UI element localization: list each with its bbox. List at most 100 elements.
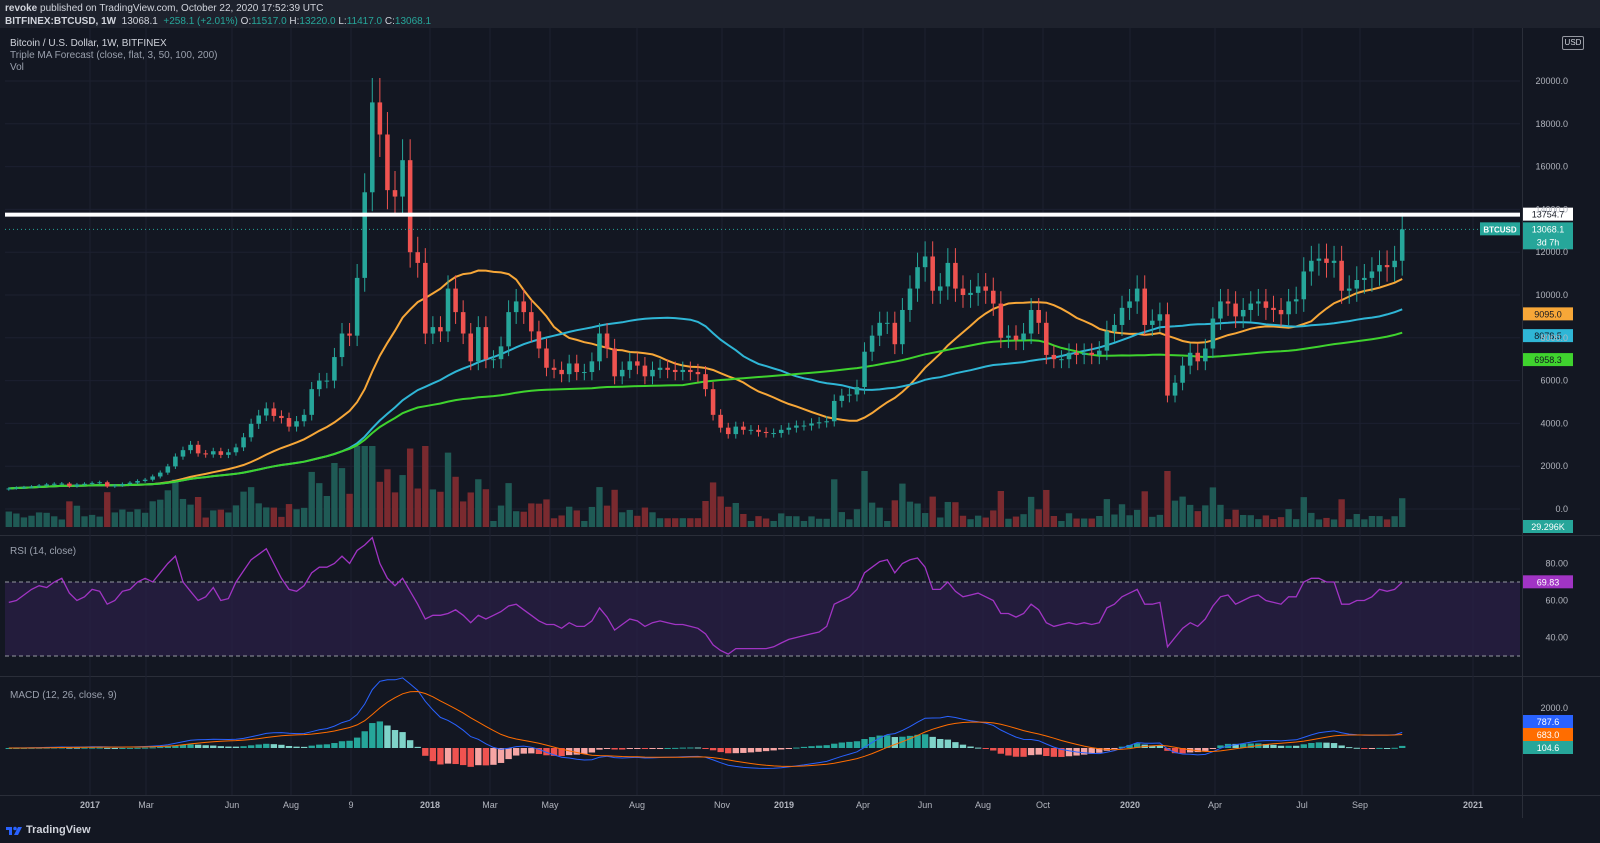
macd-histogram-bar <box>1096 748 1103 753</box>
candle-body <box>1309 260 1314 272</box>
ma-legend[interactable]: Triple MA Forecast (close, flat, 3, 50, … <box>10 50 218 61</box>
candle-body <box>400 160 405 197</box>
volume-bar <box>1058 521 1065 527</box>
macd-histogram-bar <box>104 747 111 749</box>
time-tick-label: Jun <box>918 800 933 810</box>
volume-bar <box>422 446 429 527</box>
volume-bar <box>1368 516 1376 527</box>
candle-body <box>445 288 451 332</box>
volume-bar <box>278 516 285 527</box>
candle-body <box>1097 350 1102 355</box>
pane-separator <box>0 795 1600 796</box>
tradingview-brand[interactable]: TradingView <box>26 824 91 836</box>
candle-body <box>748 429 754 431</box>
macd-histogram-bar <box>369 723 376 748</box>
macd-histogram-bar <box>884 735 891 748</box>
currency-badge[interactable]: USD <box>1562 36 1584 50</box>
candle-body <box>460 312 466 334</box>
macd-histogram-bar <box>937 738 944 748</box>
price-tick-label: 10000.0 <box>1535 290 1568 300</box>
volume-bar <box>263 507 270 527</box>
volume-bar <box>429 489 437 527</box>
candle-body <box>733 426 739 435</box>
volume-bar <box>1323 517 1330 527</box>
macd-histogram-bar <box>1300 744 1307 748</box>
candle-body <box>1210 318 1216 349</box>
macd-histogram-bar <box>1285 745 1292 748</box>
volume-bar <box>793 516 800 527</box>
vol-legend[interactable]: Vol <box>10 62 24 73</box>
volume-bar <box>838 512 845 527</box>
volume-bar <box>762 518 770 527</box>
macd-histogram-bar <box>179 744 187 748</box>
macd-histogram-bar <box>422 748 429 756</box>
price-tick-label: 16000.0 <box>1535 162 1568 172</box>
high-label: H: <box>289 16 300 27</box>
time-tick-label: Jun <box>225 800 240 810</box>
ma-value-label-bg <box>1523 353 1573 367</box>
candle-body <box>150 476 155 480</box>
time-tick-label: Apr <box>856 800 870 810</box>
macd-histogram-bar <box>679 747 686 749</box>
price-tick-label: 8000.0 <box>1540 333 1568 343</box>
time-axis[interactable]: 2017 Mar Jun Aug 9 2018 Mar May Aug Nov 2019 Apr Jun… <box>80 800 1483 810</box>
publisher-name[interactable]: revoke <box>5 3 38 14</box>
volume-bar <box>1035 509 1042 527</box>
price-chart[interactable]: 69.83 787.6 683.0 104.6 13754.7 BTCUSD 13068… <box>0 28 1600 818</box>
macd-histogram-bar <box>982 748 989 749</box>
macd-histogram-bar <box>399 732 406 748</box>
macd-histogram-bar <box>952 742 959 748</box>
volume-bar <box>141 512 149 527</box>
macd-histogram-bar <box>164 746 171 748</box>
candle-body <box>1324 258 1329 263</box>
pane-separator <box>0 535 1600 536</box>
macd-histogram-bar <box>997 748 1005 754</box>
macd-histogram-bar <box>1338 745 1345 748</box>
macd-histogram-bar <box>1050 748 1058 757</box>
macd-histogram-bar <box>831 743 838 748</box>
price-axis[interactable]: 20000.0 18000.0 16000.0 14000.0 12000.0 10000… <box>1535 76 1568 713</box>
macd-histogram-bar <box>255 744 262 748</box>
volume-bar <box>596 487 603 527</box>
volume-bar <box>891 500 899 527</box>
low-value: 11417.0 <box>346 16 383 27</box>
candle-body <box>36 485 42 487</box>
rsi-legend[interactable]: RSI (14, close) <box>10 546 77 557</box>
candle-body <box>286 418 292 427</box>
macd-histogram-bar <box>778 748 785 750</box>
candle-body <box>635 361 640 366</box>
macd-histogram-bar <box>664 747 671 749</box>
volume-bar <box>1353 514 1360 527</box>
volume-bar <box>1315 519 1323 527</box>
macd-histogram-bar <box>550 748 558 756</box>
candle-body <box>1059 359 1064 361</box>
volume-bar <box>581 521 588 527</box>
volume-bar <box>164 490 171 527</box>
volume-bar <box>384 469 391 527</box>
macd-histogram-bar <box>263 743 270 748</box>
volume-bar <box>611 489 618 527</box>
main-legend[interactable]: Bitcoin / U.S. Dollar, 1W, BITFINEX <box>10 38 167 49</box>
low-label: L: <box>338 16 347 27</box>
candle-body <box>1051 354 1057 360</box>
candle-body <box>960 288 966 295</box>
volume-bar <box>974 515 982 527</box>
volume-bar <box>535 503 543 527</box>
volume-bar <box>641 507 649 527</box>
macd-histogram-bar <box>990 748 997 751</box>
ma-value-label: 9095.0 <box>1534 309 1562 319</box>
macd-histogram-bar <box>649 748 656 749</box>
macd-legend[interactable]: MACD (12, 26, close, 9) <box>10 690 117 701</box>
time-tick-label: Aug <box>283 800 299 810</box>
candle-body <box>294 421 299 427</box>
volume-bar <box>247 487 255 527</box>
candle-body <box>491 359 496 361</box>
macd-histogram-bar <box>406 740 414 748</box>
candle-body <box>142 479 148 481</box>
volume-bar <box>1043 489 1050 527</box>
macd-histogram-bar <box>1391 747 1398 749</box>
volume-bar <box>73 505 81 527</box>
volume-bar <box>1224 519 1232 527</box>
macd-histogram-bar <box>293 746 300 748</box>
volume-bar <box>929 496 936 527</box>
